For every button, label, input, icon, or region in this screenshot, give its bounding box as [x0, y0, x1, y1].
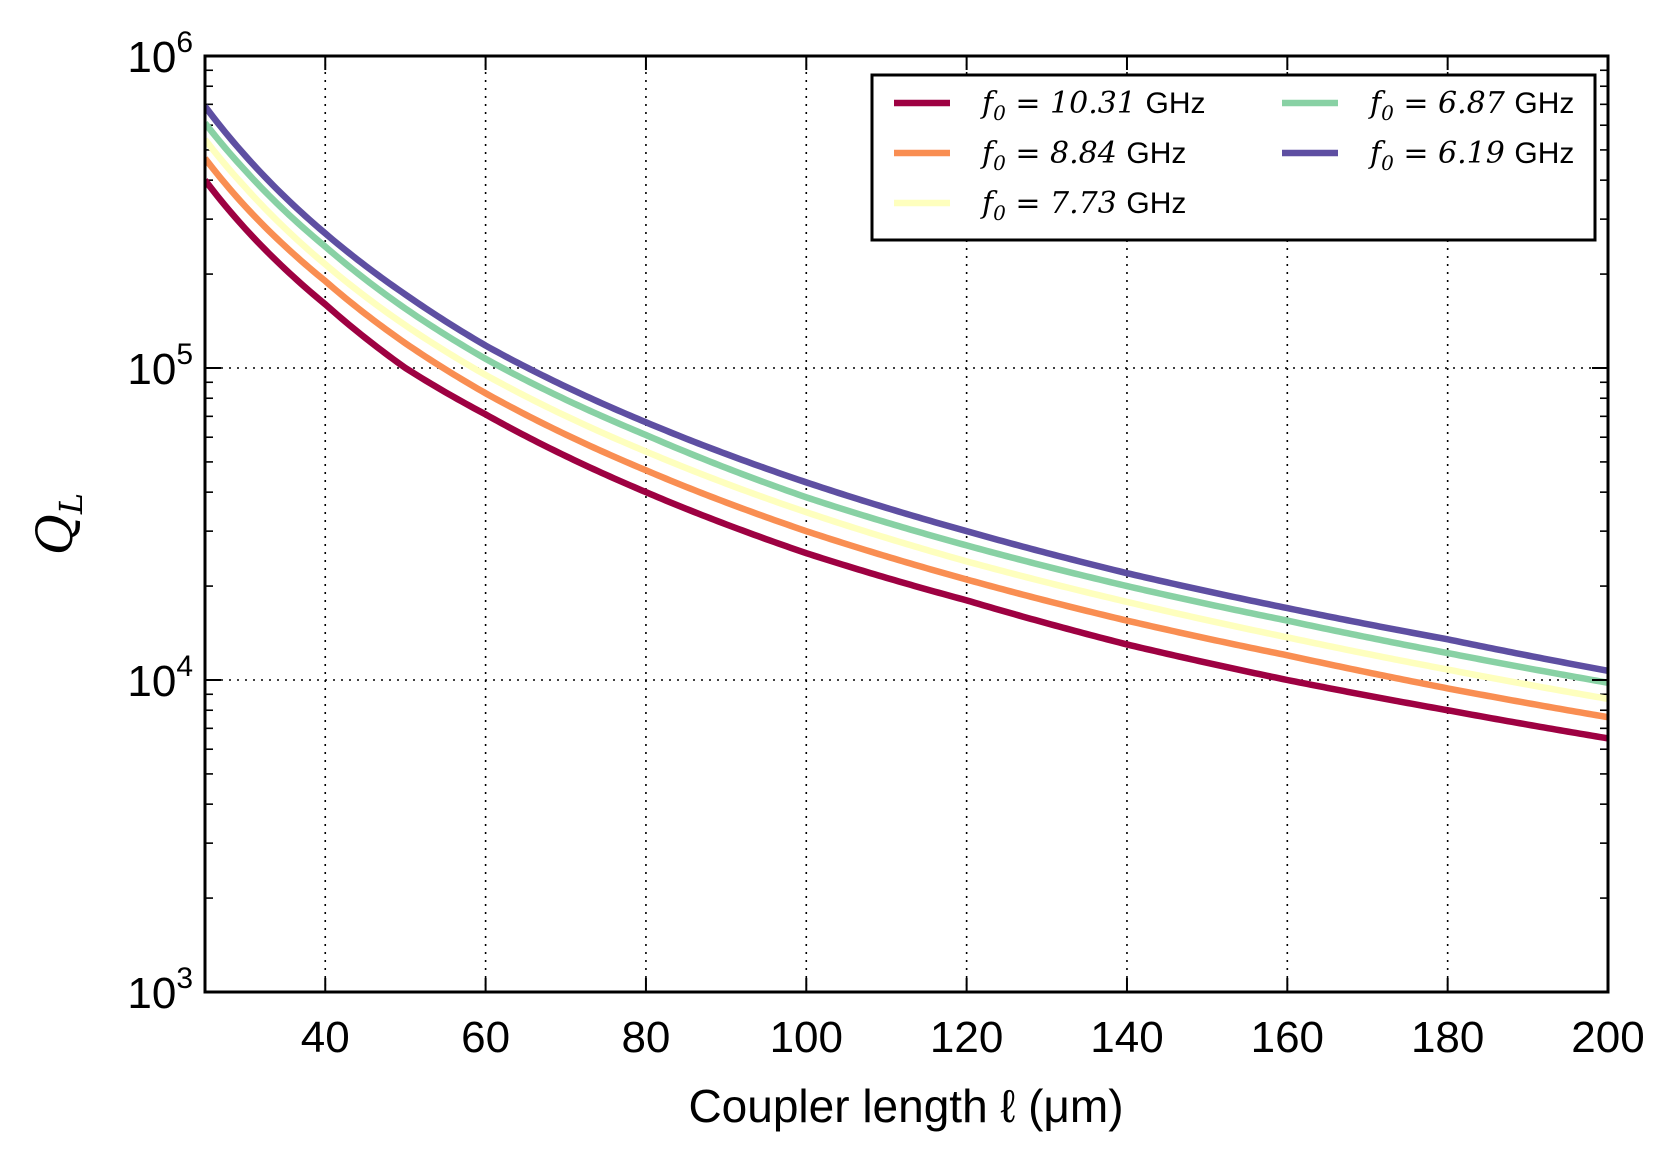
legend-label-unit: GHz	[1514, 87, 1574, 120]
x-tick-label: 120	[930, 1013, 1003, 1062]
y-tick-label: 106	[127, 26, 193, 82]
x-tick-label: 200	[1571, 1013, 1644, 1062]
x-tick-label: 180	[1411, 1013, 1484, 1062]
legend-label-sub: 0	[993, 201, 1006, 225]
x-tick-label: 80	[621, 1013, 670, 1062]
series-line	[205, 104, 1608, 675]
series-line	[205, 137, 1608, 703]
legend-label: f0 = 6.87 GHz	[1368, 86, 1574, 125]
series-layer	[205, 104, 1608, 742]
x-tick-label: 60	[461, 1013, 510, 1062]
legend: f0 = 10.31 GHz f0 = 8.84 GHz f0 = 7.73 GHz…	[870, 73, 1597, 242]
legend-label-unit: GHz	[1126, 187, 1186, 220]
legend-label-value: = 6.87	[1394, 86, 1515, 121]
legend-frame	[870, 73, 1597, 242]
y-axis-label-main: Q	[26, 514, 84, 555]
y-tick-label-base: 10	[127, 657, 176, 706]
x-tick-labels: 40 60 80 100 120 140 160 180 200	[301, 1013, 1645, 1062]
legend-label-sub: 0	[1381, 151, 1394, 175]
series-line	[205, 120, 1608, 686]
svg-text:QL: QL	[26, 493, 90, 555]
legend-label: f0 = 8.84 GHz	[980, 136, 1186, 175]
y-tick-label-exponent: 5	[176, 338, 193, 371]
y-tick-label: 103	[127, 962, 193, 1018]
plot-frame	[203, 54, 1610, 994]
legend-label-value: = 10.31	[1006, 86, 1146, 121]
y-tick-label-base: 10	[127, 33, 176, 82]
legend-label: f0 = 10.31 GHz	[980, 86, 1205, 125]
y-axis-label-sub: L	[52, 493, 90, 515]
x-axis-label: Coupler length ℓ (μm)	[688, 1080, 1123, 1132]
x-tick-label: 140	[1090, 1013, 1163, 1062]
legend-label-unit: GHz	[1145, 87, 1205, 120]
major-ticks	[205, 55, 1609, 993]
y-tick-label: 104	[127, 650, 193, 706]
y-tick-label: 105	[127, 338, 193, 394]
series-line	[205, 178, 1608, 742]
legend-label-value: = 8.84	[1006, 136, 1127, 171]
legend-label-value: = 7.73	[1006, 186, 1127, 221]
legend-label-unit: GHz	[1126, 137, 1186, 170]
y-tick-label-exponent: 4	[176, 650, 193, 683]
legend-label-sub: 0	[993, 151, 1006, 175]
y-tick-label-exponent: 3	[176, 962, 193, 995]
x-tick-label: 100	[770, 1013, 843, 1062]
series-line	[205, 156, 1608, 721]
y-axis-label: QL	[26, 493, 90, 555]
legend-label: f0 = 7.73 GHz	[980, 186, 1186, 225]
y-tick-label-base: 10	[127, 969, 176, 1018]
legend-label-sub: 0	[993, 101, 1006, 125]
x-tick-label: 160	[1251, 1013, 1324, 1062]
legend-label-value: = 6.19	[1394, 136, 1515, 171]
legend-label-sub: 0	[1381, 101, 1394, 125]
legend-label: f0 = 6.19 GHz	[1368, 136, 1574, 175]
x-tick-label: 40	[301, 1013, 350, 1062]
y-tick-label-base: 10	[127, 345, 176, 394]
legend-label-unit: GHz	[1514, 137, 1574, 170]
y-tick-label-exponent: 6	[176, 26, 193, 59]
